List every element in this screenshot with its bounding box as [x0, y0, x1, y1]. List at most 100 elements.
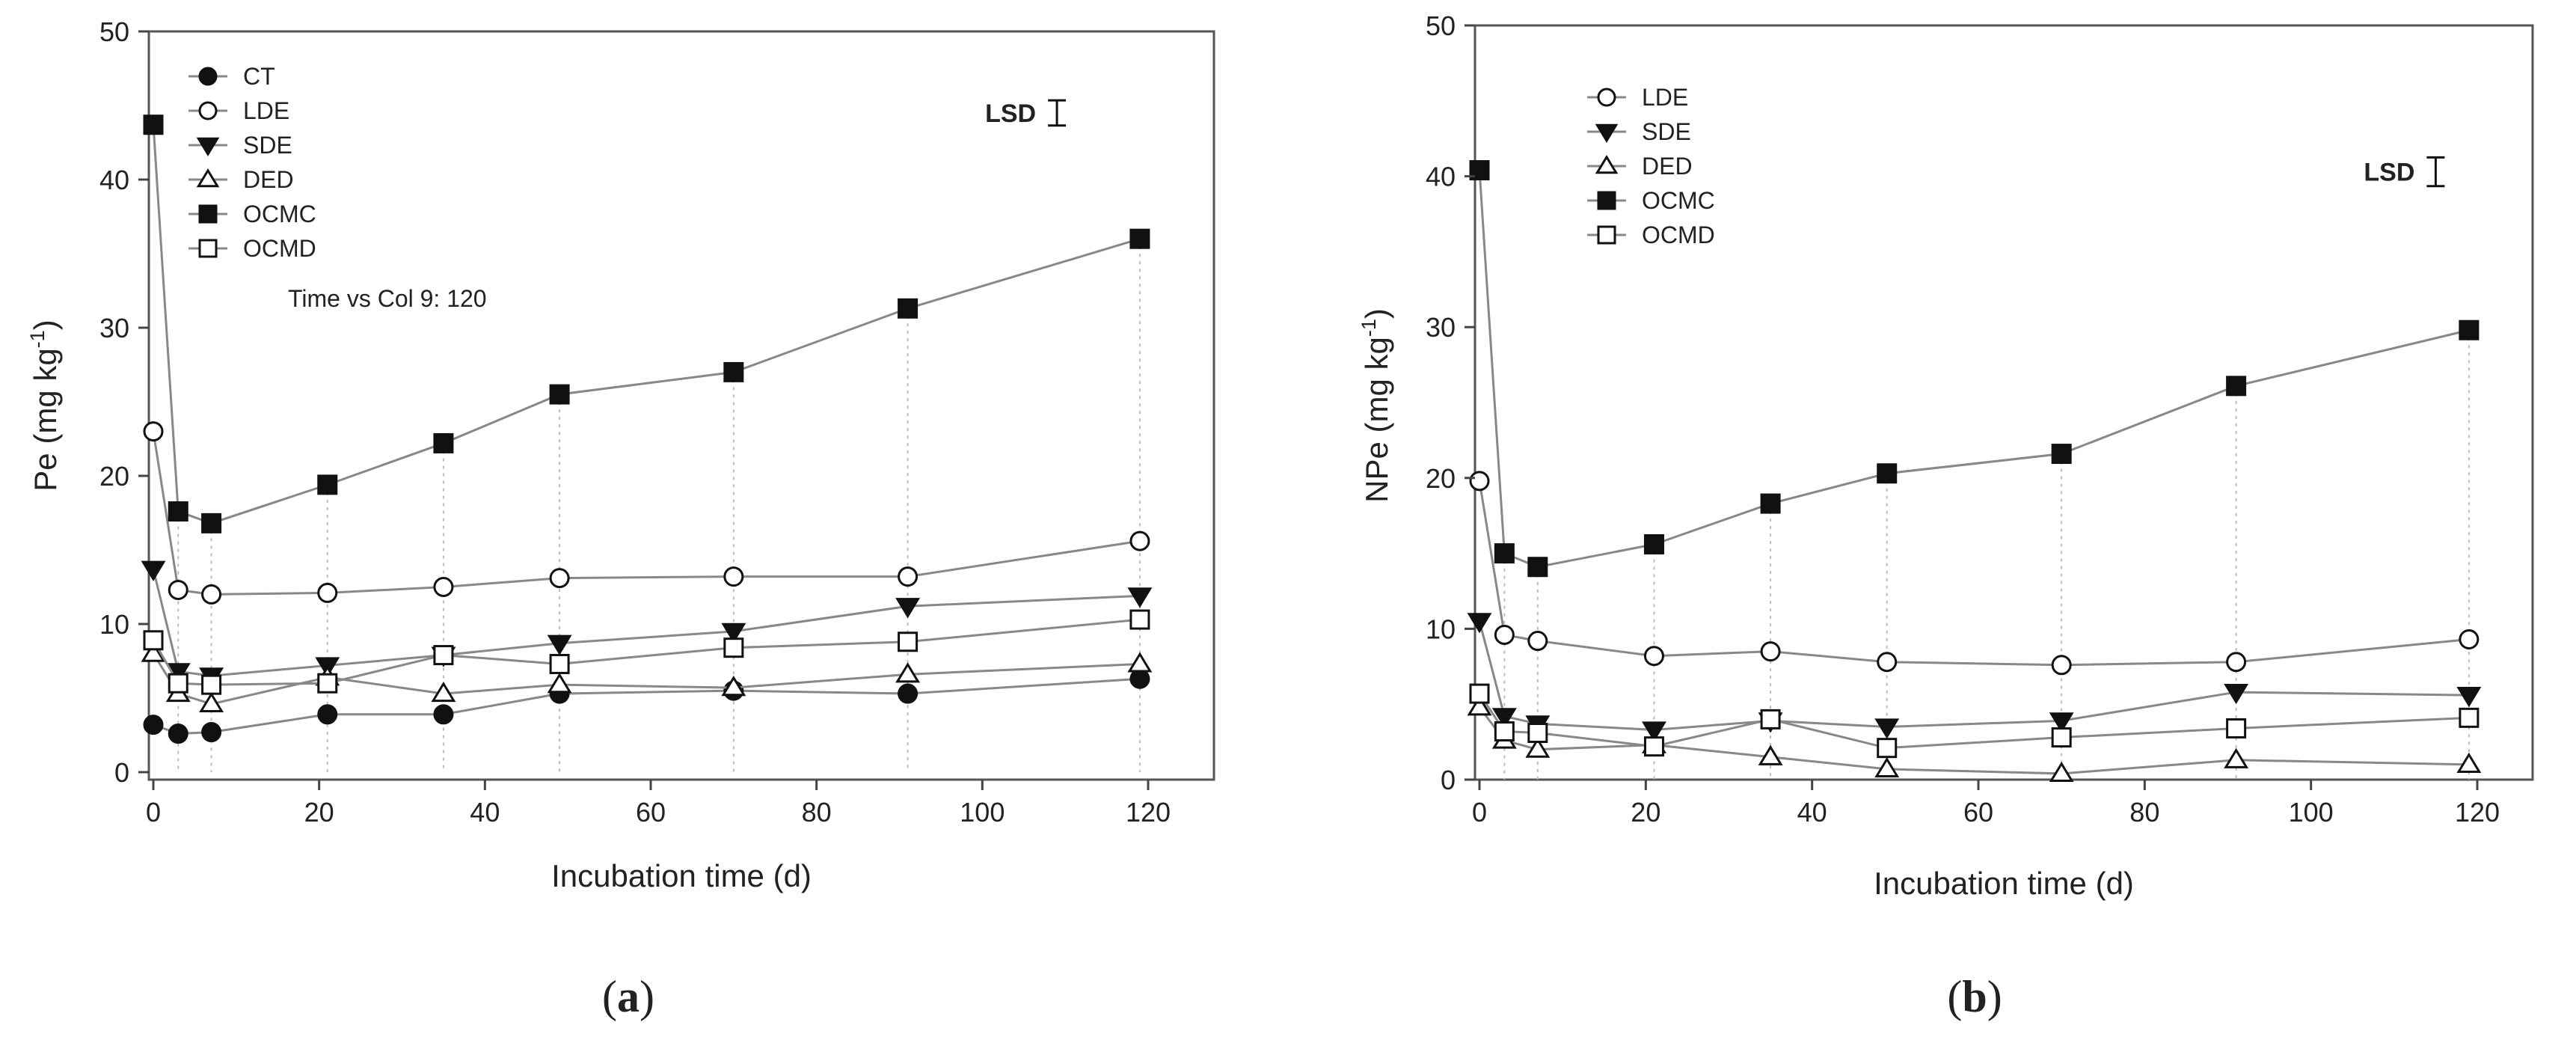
panel-label-open-b: ( [1947, 972, 1962, 1021]
legend-label: LDE [243, 97, 289, 124]
series-line-sde [152, 569, 1140, 677]
data-point-ocmd [723, 637, 744, 658]
data-point-ct [317, 704, 338, 725]
x-axis-ticks-a: 0 20 40 60 80 100 120 [146, 780, 1171, 828]
series-ocmc [143, 114, 1150, 533]
panel-label-open-a: ( [602, 972, 617, 1021]
legend-marker [196, 137, 220, 156]
data-point-sde [721, 623, 746, 643]
data-point-sde [1467, 613, 1492, 634]
data-point-lde [2459, 629, 2480, 650]
series-line-ocmd [152, 618, 1141, 686]
legend-label: DED [243, 166, 294, 193]
series-line-ocmc [1478, 170, 2470, 569]
x-tick-label: 60 [636, 797, 666, 828]
series-line-ded [1478, 706, 2469, 775]
data-point-ded [2456, 752, 2482, 773]
data-point-ocmc [433, 432, 454, 453]
y-tick-label: 10 [99, 609, 129, 640]
lsd-indicator-b: LSD [2364, 156, 2445, 188]
series-sde [1467, 613, 2482, 742]
data-point-ct [433, 704, 454, 725]
legend-item-ocmd: OCMD [188, 235, 316, 262]
legend-item-ded: DED [188, 166, 294, 193]
data-point-lde [317, 582, 338, 603]
data-point-ct [201, 722, 222, 743]
data-point-ded [1874, 756, 1900, 777]
data-point-ocmc [1494, 543, 1515, 564]
data-point-ocmd [1643, 736, 1664, 757]
y-tick-label: 0 [114, 757, 129, 788]
y-axis-title-sup-b: -1 [1358, 319, 1380, 337]
legend-item-lde: LDE [188, 97, 289, 124]
series-ocmd [143, 609, 1150, 695]
data-point-lde [898, 566, 919, 587]
series-ded [1467, 695, 2482, 783]
data-point-ocmd [1469, 683, 1490, 704]
series-line-lde [1478, 480, 2470, 667]
legend-marker [1597, 225, 1616, 245]
data-point-ocmc [168, 501, 188, 522]
legend-marker [198, 239, 218, 258]
x-tick-label: 20 [1631, 797, 1660, 828]
data-point-ocmc [1760, 493, 1781, 514]
data-point-ocmc [1527, 557, 1548, 578]
data-point-ocmc [2459, 319, 2480, 340]
legend-item-ocmd: OCMD [1587, 221, 1715, 248]
series-ded [141, 641, 1153, 713]
x-tick-label: 20 [304, 797, 334, 828]
data-point-ded [2049, 761, 2074, 783]
data-point-ocmc [317, 474, 338, 495]
series-sde [141, 560, 1153, 688]
y-axis-title-sup-a: -1 [26, 330, 49, 348]
x-tick-label: 100 [960, 797, 1005, 828]
plot-area-a [147, 30, 1215, 781]
data-point-ocmc [898, 298, 919, 319]
legend-marker [196, 168, 220, 188]
data-point-lde [1469, 471, 1490, 492]
y-axis-title-a: Pe (mg kg-1) [26, 319, 63, 491]
y-axis-title-main-b: NPe (mg kg [1359, 337, 1394, 503]
data-point-ded [1758, 744, 1783, 765]
legend-label: DED [1642, 153, 1693, 180]
data-point-ocmd [1527, 723, 1548, 744]
data-point-ded [431, 681, 456, 703]
series-line-ded [152, 652, 1140, 706]
x-tick-label: 0 [1472, 797, 1487, 828]
y-tick-label: 50 [1426, 10, 1456, 41]
data-point-lde [1877, 652, 1898, 673]
data-point-sde [1127, 587, 1153, 608]
data-point-ct [898, 683, 919, 704]
vertical-guides-b [1503, 330, 2470, 780]
data-point-ocmc [201, 513, 222, 533]
y-axis-title-close-a: ) [28, 319, 63, 330]
series-line-ocmd [1478, 693, 2469, 750]
y-tick-label: 40 [1426, 162, 1456, 192]
data-point-ct [168, 724, 188, 744]
plot-area-b [1473, 24, 2534, 781]
series-lde [143, 421, 1150, 605]
x-tick-label: 80 [2129, 797, 2159, 828]
data-point-ded [199, 691, 224, 713]
legend-label: OCMC [1642, 187, 1715, 214]
data-point-ocmd [143, 630, 164, 651]
panel-label-letter-a: a [617, 972, 640, 1021]
series-lde [1469, 471, 2480, 676]
series-line-sde [1478, 620, 2469, 731]
data-point-ocmc [723, 361, 744, 382]
data-point-sde [141, 560, 166, 581]
x-tick-label: 120 [1126, 797, 1171, 828]
data-point-ded [547, 673, 572, 694]
legend-label: OCMD [1642, 221, 1715, 248]
x-tick-label: 40 [470, 797, 500, 828]
x-tick-label: 80 [802, 797, 832, 828]
legend-item-ocmc: OCMC [1587, 187, 1715, 214]
legend-marker [1597, 191, 1616, 210]
x-axis-title-a: Incubation time (d) [551, 858, 812, 893]
series-ocmc [1469, 160, 2480, 578]
legend-item-ocmc: OCMC [188, 201, 316, 227]
y-axis-title-b: NPe (mg kg-1) [1358, 308, 1394, 503]
y-tick-label: 10 [1426, 614, 1456, 644]
legend-marker [1595, 155, 1619, 174]
